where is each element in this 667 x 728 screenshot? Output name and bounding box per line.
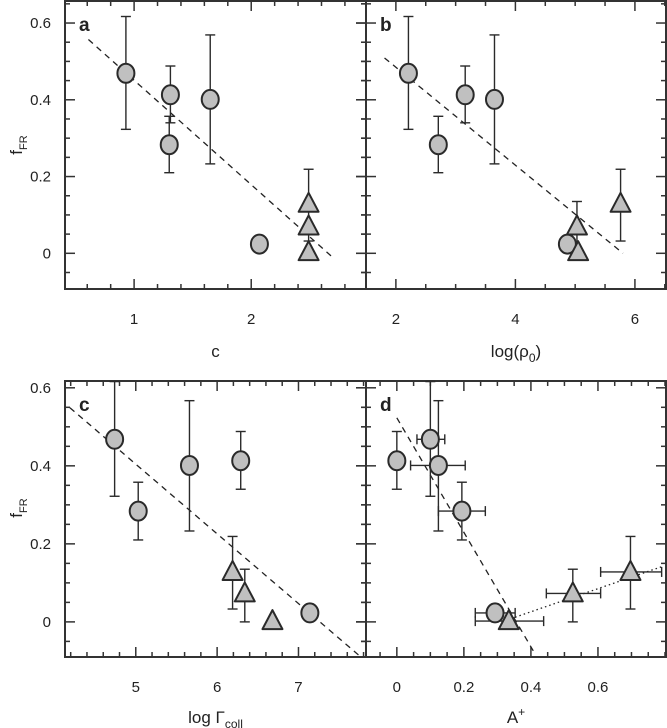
x-axis-title-main: log(ρ xyxy=(491,342,529,361)
x-axis-title-after: ) xyxy=(536,342,542,361)
y-axis-title: fFR xyxy=(7,498,30,517)
x-tick-label: 0 xyxy=(393,679,401,696)
y-axis-title-main: f xyxy=(7,150,26,155)
y-tick-label: 0 xyxy=(43,245,51,262)
circle-point xyxy=(387,450,407,472)
circle-point xyxy=(231,450,251,472)
triangle-point xyxy=(565,214,588,236)
y-axis-title-main: f xyxy=(7,513,26,518)
circle-point xyxy=(116,62,136,84)
dotted-fit-line xyxy=(514,565,663,618)
x-axis-title-main: log Γ xyxy=(188,708,225,727)
x-tick-label: 6 xyxy=(631,311,639,328)
x-axis-title: c xyxy=(211,342,220,361)
dashed-fit-line xyxy=(384,57,624,254)
plot-frame xyxy=(64,0,367,290)
triangle-point xyxy=(567,240,590,262)
x-axis-title: log(ρ0) xyxy=(491,342,541,365)
circle-point xyxy=(160,84,180,106)
panel-label: d xyxy=(380,395,392,416)
x-axis-title-sub: 0 xyxy=(529,351,536,365)
y-tick-label: 0.4 xyxy=(30,458,51,475)
triangle-point xyxy=(233,581,256,603)
panel-label: a xyxy=(79,15,90,36)
triangle-point xyxy=(609,191,632,213)
circle-point xyxy=(128,500,148,522)
circle-point xyxy=(452,500,472,522)
dashed-fit-line xyxy=(69,407,360,657)
triangle-point xyxy=(297,240,320,262)
y-tick-label: 0 xyxy=(43,614,51,631)
panel-label: c xyxy=(79,395,90,416)
dashed-fit-line xyxy=(396,417,536,655)
x-tick-label: 0.4 xyxy=(520,679,541,696)
x-tick-label: 0.6 xyxy=(588,679,609,696)
x-tick-label: 4 xyxy=(511,311,519,328)
y-tick-label: 0.6 xyxy=(30,15,51,32)
x-tick-label: 2 xyxy=(247,311,255,328)
circle-point xyxy=(179,454,199,476)
circle-point xyxy=(484,88,504,110)
y-tick-label: 0.2 xyxy=(30,536,51,553)
triangle-point xyxy=(297,214,320,236)
x-axis-title-sup: + xyxy=(518,705,525,719)
panel-c: 0 0.2 0.4 0.6 5 6 7 c log Γcoll fFR xyxy=(7,380,367,728)
circle-point xyxy=(105,428,125,450)
plot-frame xyxy=(365,380,667,658)
x-axis-title-main: A xyxy=(507,708,519,727)
triangle-point xyxy=(619,559,642,581)
circle-point xyxy=(428,454,448,476)
circle-point xyxy=(200,88,220,110)
x-tick-label: 0.2 xyxy=(453,679,474,696)
y-tick-label: 0.4 xyxy=(30,92,51,109)
triangle-point xyxy=(261,609,284,631)
x-axis-title-main: c xyxy=(211,342,220,361)
circle-point xyxy=(249,233,269,255)
y-axis-title: fFR xyxy=(7,135,30,154)
x-tick-label: 5 xyxy=(132,679,140,696)
circle-point xyxy=(455,84,475,106)
y-tick-label: 0.2 xyxy=(30,169,51,186)
x-tick-label: 6 xyxy=(213,679,221,696)
x-axis-title: A+ xyxy=(507,705,525,727)
circle-point xyxy=(159,134,179,156)
x-tick-label: 1 xyxy=(130,311,138,328)
x-tick-label: 2 xyxy=(392,311,400,328)
triangle-point xyxy=(297,191,320,213)
panel-b: 2 4 6 b log(ρ0) xyxy=(356,0,667,365)
circle-point xyxy=(428,134,448,156)
y-axis-title-sub: FR xyxy=(18,498,30,513)
y-axis-title-sub: FR xyxy=(18,135,30,150)
x-tick-label: 7 xyxy=(294,679,302,696)
circle-point xyxy=(398,62,418,84)
plot-frame xyxy=(365,0,667,290)
triangle-point xyxy=(497,609,520,631)
circle-point xyxy=(420,428,440,450)
plot-frame xyxy=(64,380,367,658)
panel-label: b xyxy=(380,15,392,36)
x-axis-title: log Γcoll xyxy=(188,708,243,728)
triangle-point xyxy=(561,581,584,603)
circle-point xyxy=(300,602,320,624)
panel-d: 0 0.2 0.4 0.6 d A+ xyxy=(356,380,667,727)
panel-a: 0 0.2 0.4 0.6 1 2 a c fFR xyxy=(7,0,367,361)
circle-point xyxy=(485,602,505,624)
triangle-point xyxy=(221,559,244,581)
x-axis-title-sub: coll xyxy=(225,717,243,728)
y-tick-label: 0.6 xyxy=(30,380,51,397)
